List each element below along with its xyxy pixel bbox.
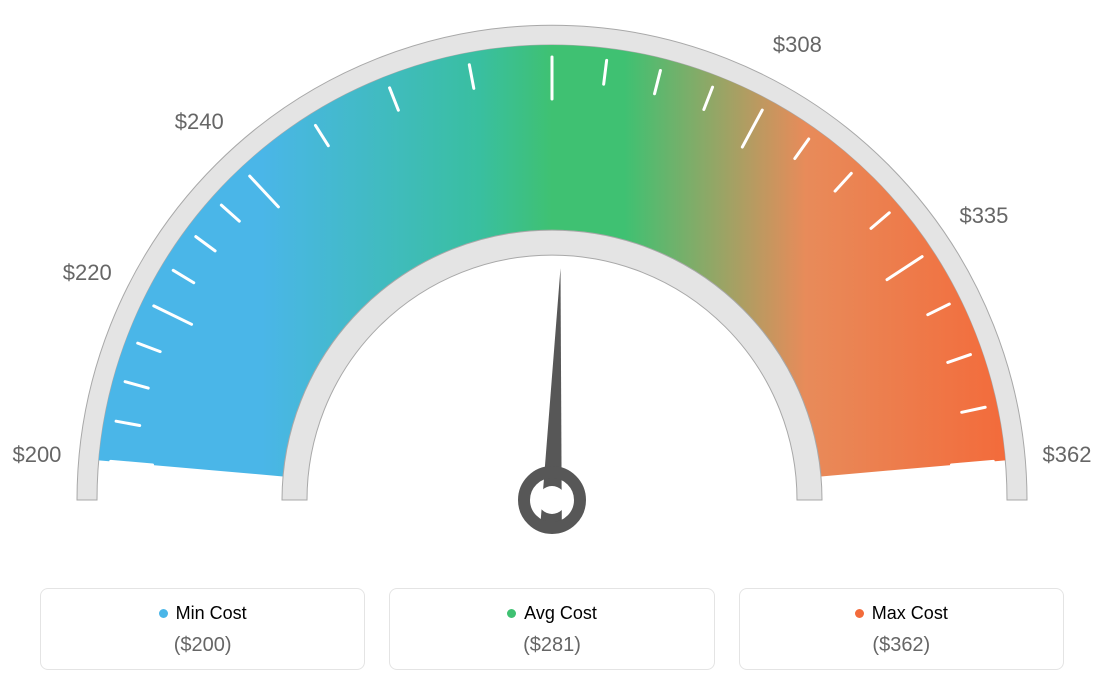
legend-row: Min Cost ($200) Avg Cost ($281) Max Cost… [0,588,1104,670]
gauge-chart: $200$220$240$281$308$335$362 [0,0,1104,560]
legend-label-max: Max Cost [872,603,948,624]
legend-card-avg: Avg Cost ($281) [389,588,714,670]
legend-title-max: Max Cost [855,603,948,624]
gauge-svg [0,0,1104,560]
legend-dot-avg [507,609,516,618]
legend-title-avg: Avg Cost [507,603,597,624]
legend-card-max: Max Cost ($362) [739,588,1064,670]
gauge-tick-label: $335 [959,203,1008,229]
legend-dot-min [159,609,168,618]
gauge-tick-label: $308 [773,32,822,58]
legend-label-avg: Avg Cost [524,603,597,624]
legend-card-min: Min Cost ($200) [40,588,365,670]
gauge-tick-label: $200 [12,442,61,468]
legend-value-avg: ($281) [400,634,703,657]
legend-value-max: ($362) [750,634,1053,657]
legend-title-min: Min Cost [159,603,247,624]
legend-dot-max [855,609,864,618]
legend-label-min: Min Cost [176,603,247,624]
gauge-tick-label: $240 [175,109,224,135]
gauge-tick-label: $220 [63,260,112,286]
gauge-tick-label: $362 [1043,442,1092,468]
legend-value-min: ($200) [51,634,354,657]
